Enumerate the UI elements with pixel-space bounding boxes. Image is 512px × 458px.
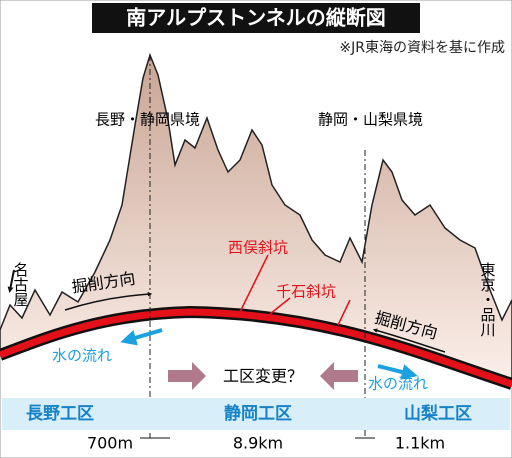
border-label: 長野・静岡県境 (95, 111, 200, 129)
water-arrow (377, 364, 418, 380)
zone-label: 静岡工区 (224, 403, 292, 424)
title: 南アルプストンネルの縦断図 (126, 6, 385, 30)
end-label: 名古屋 (12, 262, 30, 307)
water-arrow (120, 328, 163, 346)
shaft-line (269, 297, 291, 315)
source: ※JR東海の資料を基に作成 (339, 39, 505, 56)
water-label: 水の流れ (52, 347, 112, 365)
arrow (64, 291, 153, 311)
zone-band (2, 398, 510, 430)
water-label: 水の流れ (368, 375, 428, 393)
zone-length: 8.9km (233, 434, 283, 453)
arrow (7, 269, 15, 293)
change-arrow (168, 362, 206, 390)
shaft-label: 西俣斜坑 (228, 239, 288, 257)
shaft-label: 千石斜坑 (276, 283, 336, 301)
zone-label: 長野工区 (26, 404, 94, 424)
change-label: 工区変更？ (223, 367, 303, 386)
border-label: 静岡・山梨県境 (318, 111, 423, 129)
end-label: 東京・品川 (479, 262, 497, 337)
shaft-line (337, 299, 351, 326)
title-bar (92, 3, 420, 33)
shaft-line (239, 254, 269, 313)
zone-length: 700m (87, 434, 133, 453)
zone-label: 山梨工区 (404, 403, 472, 424)
change-arrow (320, 362, 358, 390)
arrow (372, 328, 446, 353)
tunnel (0, 308, 512, 388)
zone-length: 1.1km (395, 434, 445, 453)
